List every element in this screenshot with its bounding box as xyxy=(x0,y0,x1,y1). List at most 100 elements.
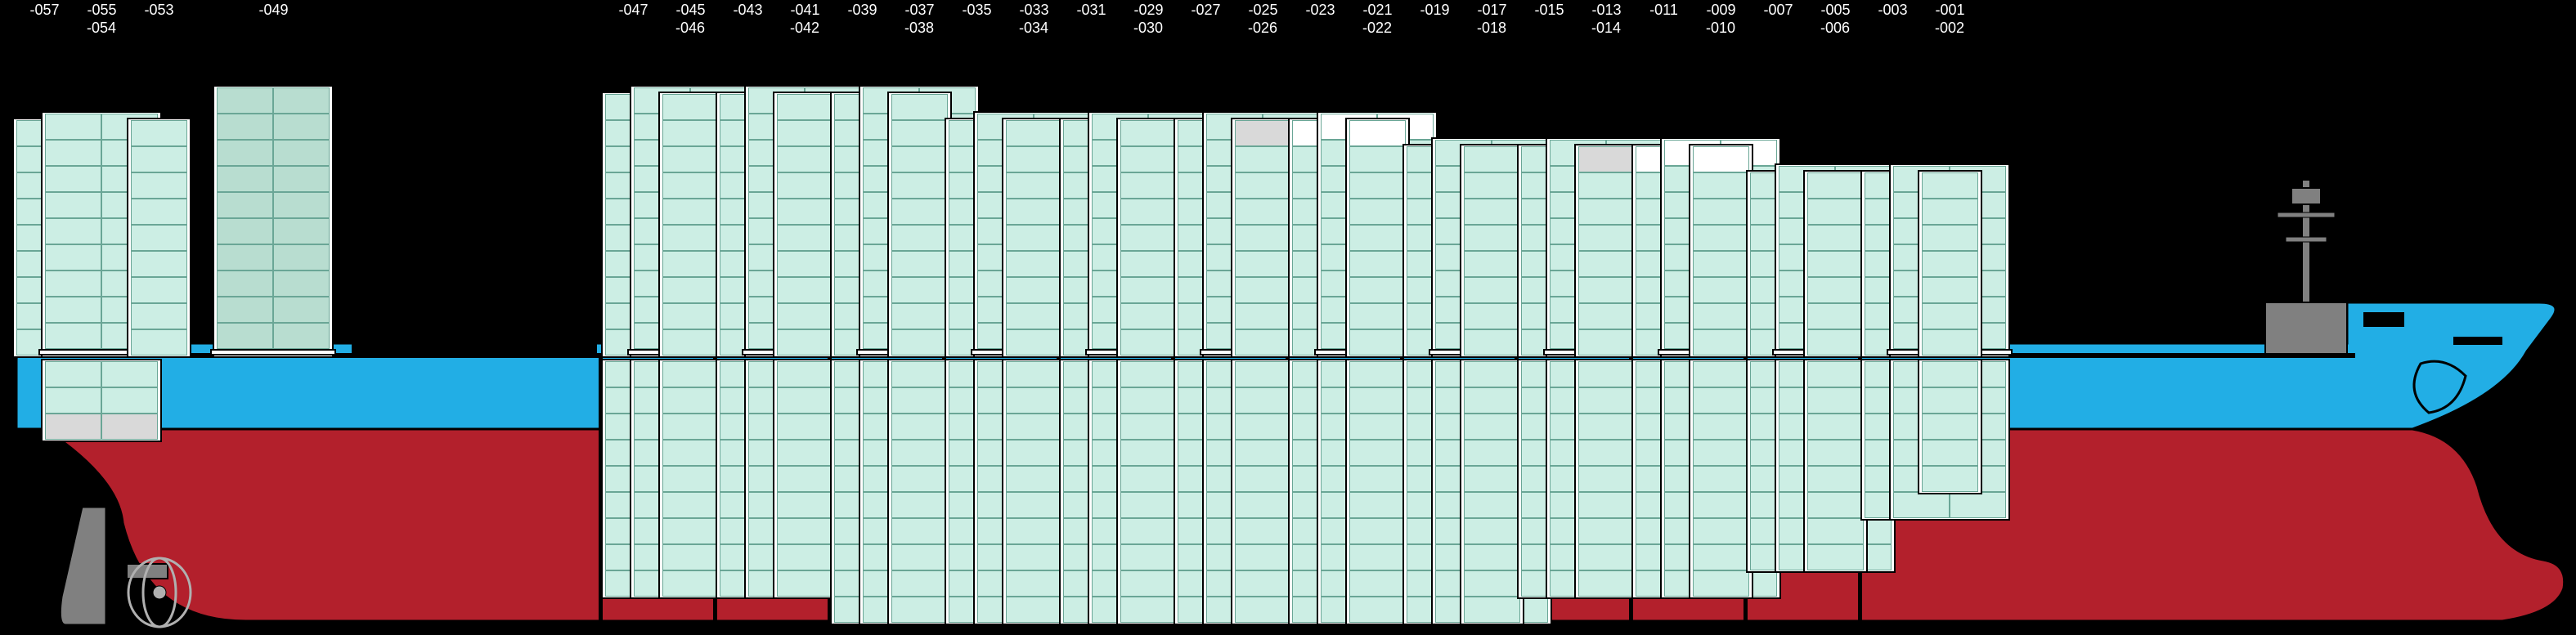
container-slot xyxy=(1006,277,1062,303)
container-slot xyxy=(101,414,158,440)
container-slot xyxy=(1578,518,1635,544)
container-slot xyxy=(662,120,719,146)
container-slot xyxy=(891,597,948,623)
bay-label: -031 xyxy=(1076,2,1106,19)
bay-label: -011 xyxy=(1649,2,1678,19)
container-slot xyxy=(1464,277,1520,303)
bay-label: -042 xyxy=(790,20,819,37)
container-slot xyxy=(217,271,273,297)
container-slot xyxy=(273,271,330,297)
container-slot xyxy=(1693,387,1749,414)
bay-label: -057 xyxy=(29,2,59,19)
bay-label: -035 xyxy=(962,2,991,19)
container-slot xyxy=(1693,251,1749,277)
container-slot xyxy=(1349,518,1406,544)
container-slot xyxy=(1120,440,1177,466)
container-slot xyxy=(1235,225,1291,251)
container-slot xyxy=(662,251,719,277)
container-slot xyxy=(891,146,948,172)
bay-label: -014 xyxy=(1591,20,1621,37)
container-slot xyxy=(1006,440,1062,466)
container-slot xyxy=(1922,172,1978,199)
container-slot xyxy=(662,466,719,492)
container-slot xyxy=(662,199,719,225)
bay-label: -043 xyxy=(733,2,762,19)
container-slot xyxy=(1464,492,1520,518)
container-slot xyxy=(1693,544,1749,570)
container-slot xyxy=(662,225,719,251)
container-slot xyxy=(891,466,948,492)
container-slot xyxy=(1349,361,1406,387)
container-slot xyxy=(662,570,719,597)
container-slot xyxy=(1464,544,1520,570)
container-slot xyxy=(131,251,187,277)
container-slot xyxy=(273,192,330,218)
container-slot xyxy=(662,172,719,199)
container-slot xyxy=(1120,387,1177,414)
container-slot xyxy=(1006,544,1062,570)
container-slot xyxy=(662,414,719,440)
container-slot xyxy=(217,87,273,114)
container-slot xyxy=(1349,120,1406,146)
container-slot xyxy=(1922,387,1978,414)
container-slot xyxy=(891,518,948,544)
bay-label: -005 xyxy=(1820,2,1850,19)
container-slot xyxy=(1464,361,1520,387)
container-slot xyxy=(891,414,948,440)
container-slot xyxy=(1578,251,1635,277)
container-slot xyxy=(1693,466,1749,492)
container-slot xyxy=(1006,492,1062,518)
container-slot xyxy=(1464,570,1520,597)
container-slot xyxy=(1464,172,1520,199)
container-slot xyxy=(1464,387,1520,414)
container-slot xyxy=(1006,329,1062,356)
container-slot xyxy=(1349,225,1406,251)
bay-label: -015 xyxy=(1534,2,1564,19)
container-slot xyxy=(1807,466,1864,492)
container-slot xyxy=(1349,172,1406,199)
container-slot xyxy=(662,518,719,544)
container-slot xyxy=(1578,329,1635,356)
container-slot xyxy=(777,492,833,518)
container-slot xyxy=(1235,414,1291,440)
container-slot xyxy=(1349,146,1406,172)
container-slot xyxy=(1235,466,1291,492)
container-slot xyxy=(1349,466,1406,492)
container-slot xyxy=(45,192,101,218)
container-slot xyxy=(1006,146,1062,172)
container-slot xyxy=(1235,440,1291,466)
container-slot xyxy=(777,277,833,303)
container-slot xyxy=(891,120,948,146)
container-slot xyxy=(777,329,833,356)
container-slot xyxy=(273,114,330,140)
container-slot xyxy=(1120,361,1177,387)
container-slot xyxy=(1693,518,1749,544)
container-slot xyxy=(1578,277,1635,303)
container-slot xyxy=(1120,492,1177,518)
container-slot xyxy=(1006,361,1062,387)
container-slot xyxy=(131,120,187,146)
container-slot xyxy=(1578,440,1635,466)
container-slot xyxy=(131,329,187,356)
container-slot xyxy=(1120,414,1177,440)
bay-label: -045 xyxy=(675,2,705,19)
container-slot xyxy=(1120,199,1177,225)
container-slot xyxy=(45,140,101,166)
container-slot xyxy=(777,544,833,570)
container-slot xyxy=(1006,518,1062,544)
bay-label: -006 xyxy=(1820,20,1850,37)
container-slot xyxy=(777,94,833,120)
container-slot xyxy=(1235,251,1291,277)
container-slot xyxy=(1120,225,1177,251)
container-slot xyxy=(1807,172,1864,199)
container-slot xyxy=(45,297,101,323)
container-slot xyxy=(662,544,719,570)
container-slot xyxy=(1120,518,1177,544)
bay-label: -001 xyxy=(1935,2,1964,19)
container-slot xyxy=(45,114,101,140)
bay-label: -030 xyxy=(1133,20,1163,37)
container-slot xyxy=(1578,492,1635,518)
container-slot xyxy=(1235,120,1291,146)
container-slot xyxy=(1235,492,1291,518)
container-slot xyxy=(1464,146,1520,172)
